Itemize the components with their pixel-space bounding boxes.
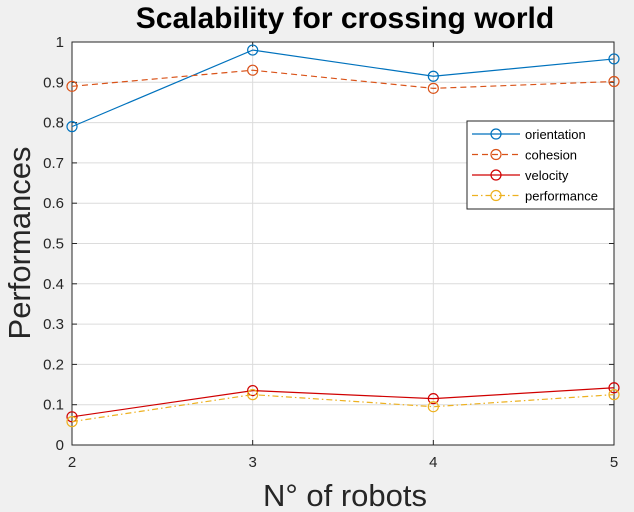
legend-label-velocity: velocity	[525, 168, 569, 183]
x-tick-label: 2	[68, 454, 76, 471]
legend-swatch-marker	[490, 169, 502, 181]
y-tick-label: 0.2	[43, 356, 64, 373]
x-tick-label: 4	[429, 454, 437, 471]
data-point-performance	[247, 389, 259, 401]
data-point-cohesion	[608, 75, 620, 88]
legend-swatch-marker	[490, 128, 502, 140]
data-point-velocity	[66, 411, 78, 423]
x-axis-label: N° of robots	[263, 478, 427, 512]
data-point-orientation	[247, 44, 259, 56]
legend-label-orientation: orientation	[525, 127, 586, 142]
legend-swatch-marker	[490, 148, 502, 161]
data-point-orientation	[427, 70, 439, 82]
data-point-velocity	[427, 393, 439, 405]
legend-label-performance: performance	[525, 189, 598, 204]
series-group	[66, 44, 620, 428]
y-tick-label: 0.6	[43, 195, 64, 212]
legend-swatch-marker	[490, 189, 502, 202]
series-line-velocity	[71, 387, 615, 418]
y-tick-label: 0.9	[43, 74, 64, 91]
y-tick-label: 0.5	[43, 236, 64, 253]
data-point-orientation	[66, 121, 78, 133]
x-tick-label: 5	[610, 454, 618, 471]
series-line-orientation	[71, 49, 615, 128]
y-tick-label: 0	[56, 437, 64, 454]
data-point-performance	[608, 389, 620, 401]
data-point-performance	[427, 401, 439, 413]
data-point-velocity	[608, 382, 620, 394]
y-tick-label: 0.1	[43, 397, 64, 414]
y-axis-label: Performances	[2, 147, 37, 340]
data-point-velocity	[247, 384, 259, 397]
x-tick-label: 3	[248, 454, 256, 471]
legend: orientation cohesion velocity performance	[466, 120, 615, 210]
data-point-performance	[66, 416, 78, 428]
axes-box	[71, 41, 615, 446]
series-line-cohesion	[71, 69, 615, 89]
series-line-performance	[71, 394, 615, 423]
axes: 0 0.1 0.2 0.3 0.4 0.5 0.6 0.7 0.8 0.9 1 2 3 4 5	[43, 34, 618, 471]
y-tick-label: 1	[56, 34, 64, 51]
y-tick-label: 0.7	[43, 155, 64, 172]
chart-title: Scalability for crossing world	[136, 2, 554, 35]
data-point-cohesion	[66, 80, 78, 92]
legend-label-cohesion: cohesion	[525, 148, 577, 163]
y-tick-label: 0.3	[43, 316, 64, 333]
y-tick-label: 0.4	[43, 276, 64, 293]
y-tick-label: 0.8	[43, 115, 64, 132]
data-point-orientation	[608, 53, 620, 65]
data-point-cohesion	[247, 64, 259, 76]
data-point-cohesion	[427, 82, 439, 94]
